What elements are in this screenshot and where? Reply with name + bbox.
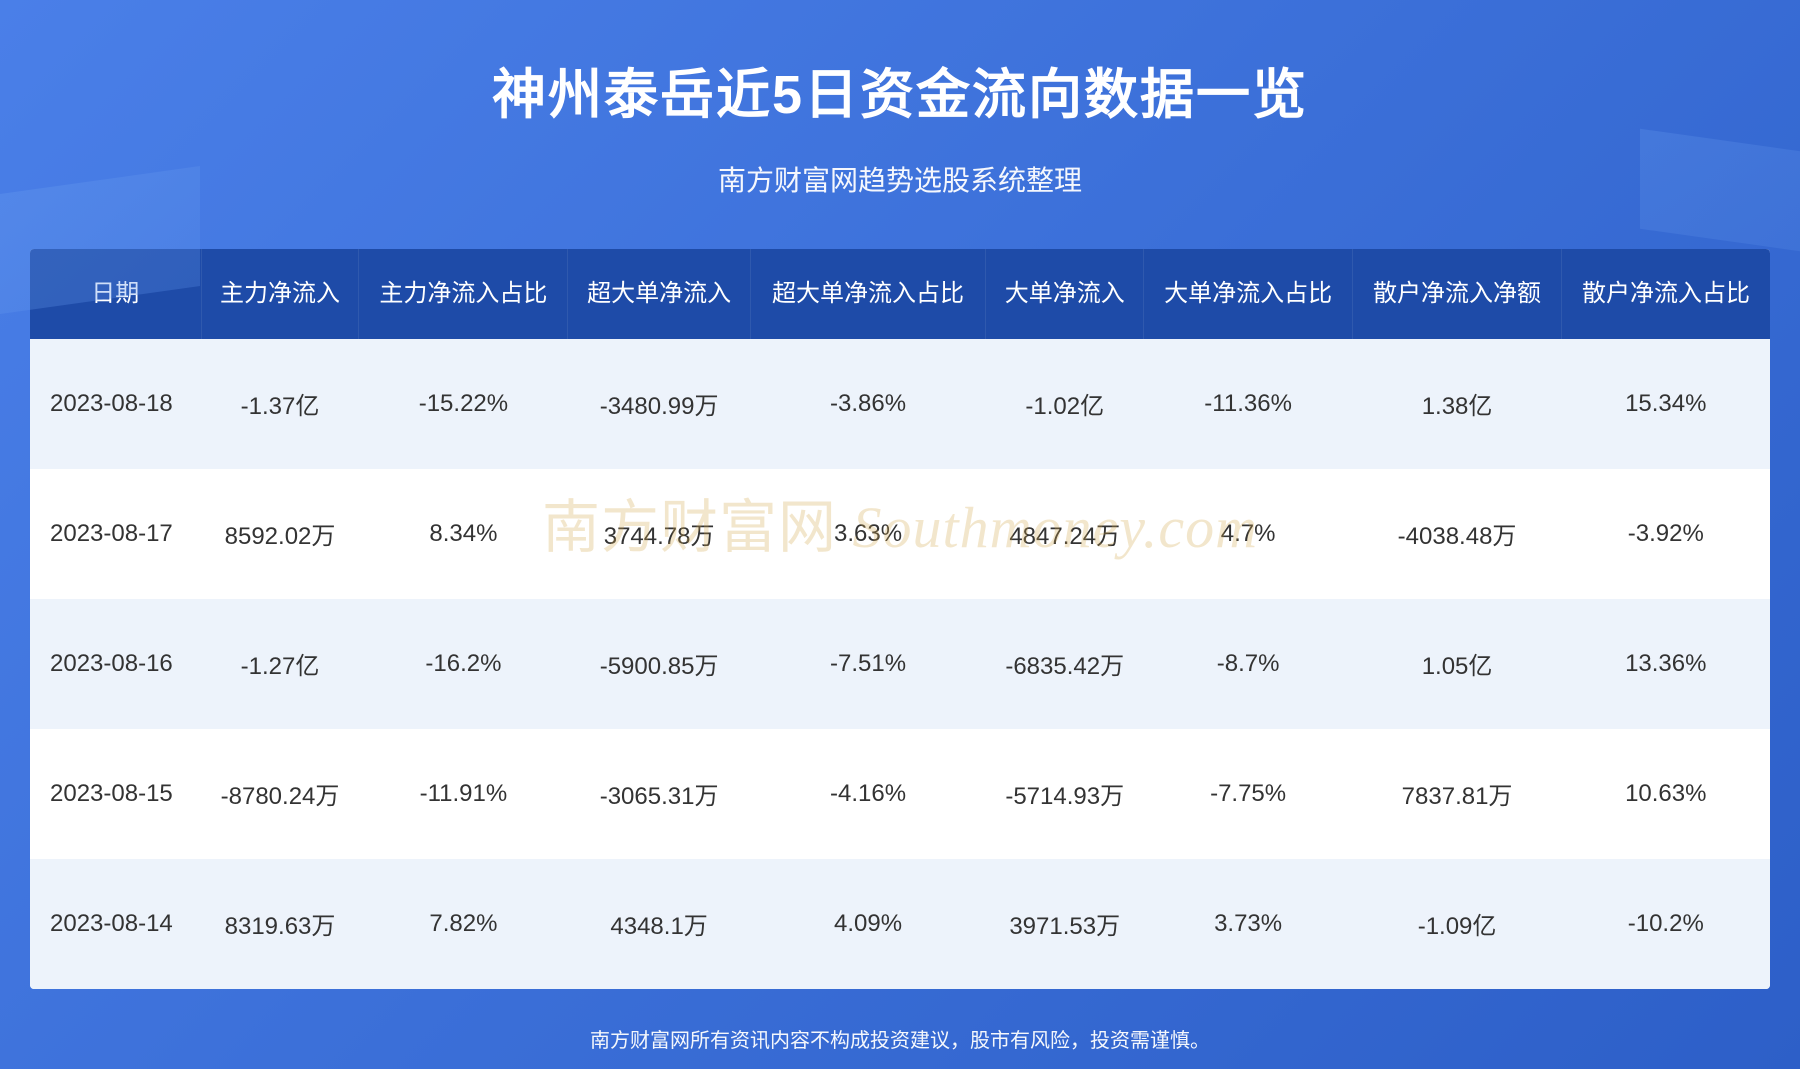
capital-flow-table: 日期 主力净流入 主力净流入占比 超大单净流入 超大单净流入占比 大单净流入 大… [30,249,1770,989]
footer-disclaimer: 南方财富网所有资讯内容不构成投资建议，股市有风险，投资需谨慎。 [0,1024,1800,1053]
col-retail-inflow: 散户净流入净额 [1353,249,1562,339]
col-super-inflow: 超大单净流入 [568,249,750,339]
cell-value: 8319.63万 [201,859,359,989]
cell-value: 7837.81万 [1353,729,1562,859]
cell-value: -3065.31万 [568,729,750,859]
cell-value: -8.7% [1144,599,1353,729]
cell-value: 13.36% [1562,599,1770,729]
table-row: 2023-08-18 -1.37亿 -15.22% -3480.99万 -3.8… [30,339,1770,469]
table-row: 2023-08-14 8319.63万 7.82% 4348.1万 4.09% … [30,859,1770,989]
col-large-inflow-pct: 大单净流入占比 [1144,249,1353,339]
cell-value: -1.27亿 [201,599,359,729]
cell-value: -3.86% [750,339,985,469]
cell-value: 3.73% [1144,859,1353,989]
table-row: 2023-08-16 -1.27亿 -16.2% -5900.85万 -7.51… [30,599,1770,729]
cell-date: 2023-08-16 [30,599,201,729]
data-table-container: 日期 主力净流入 主力净流入占比 超大单净流入 超大单净流入占比 大单净流入 大… [30,249,1770,989]
cell-date: 2023-08-14 [30,859,201,989]
table-body: 2023-08-18 -1.37亿 -15.22% -3480.99万 -3.8… [30,339,1770,989]
cell-value: 4.09% [750,859,985,989]
cell-value: -1.02亿 [986,339,1144,469]
table-row: 2023-08-15 -8780.24万 -11.91% -3065.31万 -… [30,729,1770,859]
cell-value: 8.34% [359,469,568,599]
table-row: 2023-08-17 8592.02万 8.34% 3744.78万 3.63%… [30,469,1770,599]
cell-value: -15.22% [359,339,568,469]
cell-value: 3971.53万 [986,859,1144,989]
cell-value: 3744.78万 [568,469,750,599]
cell-date: 2023-08-15 [30,729,201,859]
cell-value: 1.05亿 [1353,599,1562,729]
cell-value: 1.38亿 [1353,339,1562,469]
col-retail-inflow-pct: 散户净流入占比 [1562,249,1770,339]
cell-value: 15.34% [1562,339,1770,469]
col-main-inflow-pct: 主力净流入占比 [359,249,568,339]
cell-value: -7.75% [1144,729,1353,859]
header: 神州泰岳近5日资金流向数据一览 南方财富网趋势选股系统整理 [0,0,1800,199]
cell-value: 3.63% [750,469,985,599]
cell-value: -8780.24万 [201,729,359,859]
cell-value: 4.7% [1144,469,1353,599]
col-main-inflow: 主力净流入 [201,249,359,339]
cell-value: -7.51% [750,599,985,729]
cell-value: -16.2% [359,599,568,729]
cell-value: 7.82% [359,859,568,989]
page-subtitle: 南方财富网趋势选股系统整理 [0,159,1800,199]
cell-value: -5714.93万 [986,729,1144,859]
cell-value: -4.16% [750,729,985,859]
cell-value: -1.09亿 [1353,859,1562,989]
cell-value: -11.36% [1144,339,1353,469]
col-large-inflow: 大单净流入 [986,249,1144,339]
cell-date: 2023-08-17 [30,469,201,599]
cell-value: 4847.24万 [986,469,1144,599]
col-super-inflow-pct: 超大单净流入占比 [750,249,985,339]
cell-value: -3480.99万 [568,339,750,469]
cell-value: -4038.48万 [1353,469,1562,599]
cell-value: -1.37亿 [201,339,359,469]
cell-value: -6835.42万 [986,599,1144,729]
cell-value: -5900.85万 [568,599,750,729]
cell-date: 2023-08-18 [30,339,201,469]
cell-value: -3.92% [1562,469,1770,599]
cell-value: 8592.02万 [201,469,359,599]
cell-value: -10.2% [1562,859,1770,989]
cell-value: 4348.1万 [568,859,750,989]
page-title: 神州泰岳近5日资金流向数据一览 [0,50,1800,129]
table-header-row: 日期 主力净流入 主力净流入占比 超大单净流入 超大单净流入占比 大单净流入 大… [30,249,1770,339]
cell-value: 10.63% [1562,729,1770,859]
cell-value: -11.91% [359,729,568,859]
